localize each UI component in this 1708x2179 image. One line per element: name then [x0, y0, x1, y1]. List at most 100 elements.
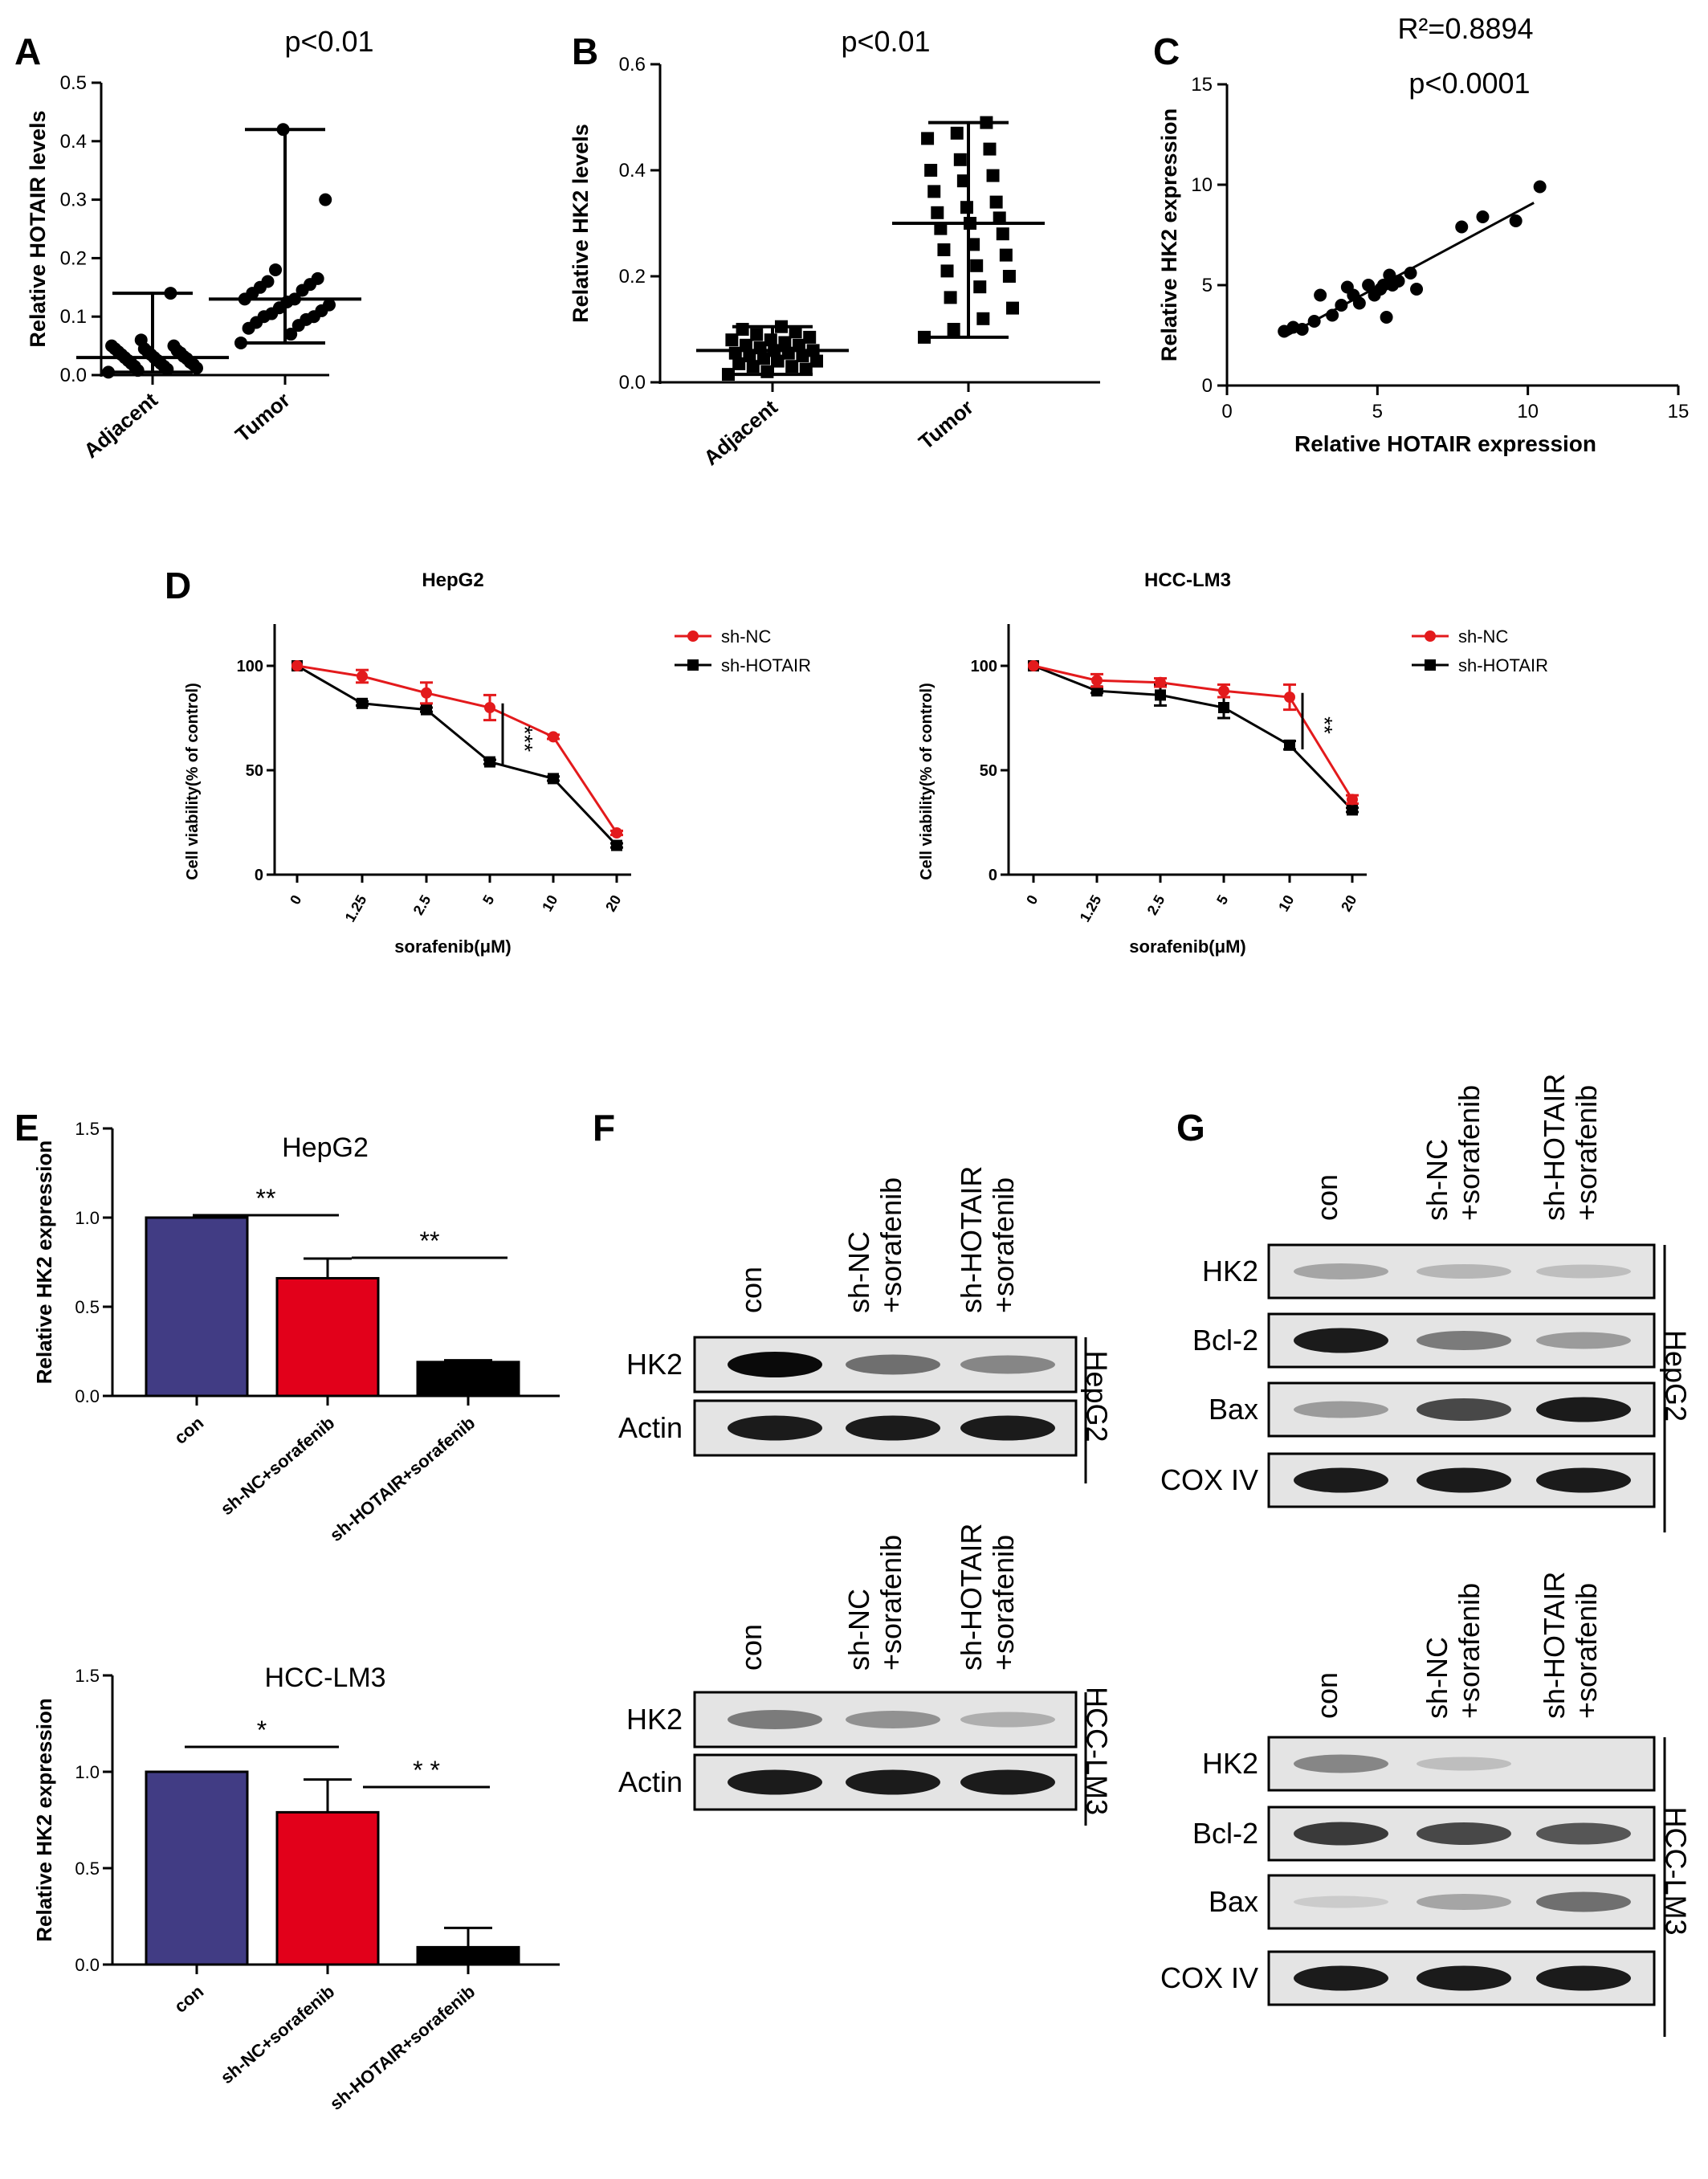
band — [1536, 1397, 1631, 1422]
significance-stars: ** — [420, 1226, 440, 1255]
data-point — [940, 264, 954, 278]
data-point — [167, 339, 181, 353]
chart-e-hcclm3-bars: 0.0 0.5 1.0 1.5 con sh-NC+sorafenibsh-HOTAIR+… — [32, 1663, 560, 2114]
data-point — [1314, 288, 1327, 302]
panel-label-g: G — [1176, 1107, 1205, 1149]
y-tick-label: 50 — [246, 762, 263, 780]
data-point — [927, 185, 941, 198]
series-line-sh-HOTAIR — [1033, 664, 1354, 811]
row-label: Bcl-2 — [1192, 1324, 1258, 1357]
y-tick-label: 0.2 — [619, 266, 646, 288]
column-header: sh-NC — [842, 1231, 875, 1313]
chart-title: p<0.01 — [284, 25, 373, 58]
data-point — [996, 227, 1009, 241]
chart-title: p<0.01 — [841, 25, 930, 58]
legend-marker — [1425, 659, 1436, 671]
y-tick-label: 1.0 — [75, 1762, 100, 1782]
legend-label: sh-NC — [1458, 626, 1508, 647]
column-header: +sorafenib — [1570, 1085, 1603, 1221]
y-tick-label: 0.6 — [619, 54, 646, 75]
column-header: +sorafenib — [1453, 1085, 1486, 1221]
x-tick-label: sh-NC+sorafenib — [217, 1413, 338, 1520]
band — [1417, 1757, 1511, 1771]
data-point-sh-nc — [357, 671, 368, 682]
data-point — [953, 153, 967, 166]
bar-2 — [275, 1276, 380, 1398]
column-header: +sorafenib — [1570, 1583, 1603, 1719]
band — [1536, 1264, 1631, 1279]
band — [1536, 1965, 1631, 1991]
regression-line — [1286, 202, 1535, 337]
y-tick-label: 0 — [989, 867, 997, 884]
row-label: Actin — [618, 1765, 683, 1798]
x-tick-label: 2.5 — [410, 892, 434, 918]
column-header: sh-HOTAIR — [1538, 1572, 1571, 1719]
data-point — [284, 328, 298, 341]
band — [1294, 1754, 1388, 1773]
legend-marker — [687, 630, 699, 642]
band — [1294, 1895, 1388, 1908]
bar-1 — [145, 1216, 249, 1398]
band — [846, 1711, 940, 1728]
western-blot-f: con sh-NC +sorafenib sh-HOTAIR +sorafenibHK2… — [618, 1166, 1114, 1826]
band — [728, 1710, 822, 1729]
data-point — [793, 338, 805, 352]
x-tick-label: 1.25 — [1077, 892, 1105, 924]
data-point-sh-hotair — [1091, 685, 1103, 697]
y-tick-label: 0.5 — [75, 1859, 100, 1879]
chart-title: HCC-LM3 — [264, 1663, 385, 1693]
band — [1536, 1332, 1631, 1349]
y-tick-label: 0.0 — [619, 372, 646, 394]
data-point — [921, 132, 935, 145]
data-point — [771, 354, 785, 368]
data-point — [1002, 270, 1016, 283]
band — [1294, 1822, 1388, 1846]
data-point — [973, 280, 987, 294]
row-label: Bax — [1209, 1885, 1258, 1918]
data-point — [1006, 301, 1019, 315]
x-tick-label: 0 — [1023, 892, 1041, 908]
significance-stars: ** — [256, 1184, 276, 1213]
panel-label-a: A — [14, 31, 41, 72]
data-point — [983, 142, 997, 156]
row-label: COX IV — [1160, 1961, 1258, 1994]
data-point — [269, 263, 283, 276]
y-tick-label: 100 — [971, 658, 997, 675]
data-point — [105, 339, 119, 353]
x-tick-label: sh-NC+sorafenib — [217, 1981, 338, 2088]
band — [960, 1712, 1055, 1728]
x-axis-label: sorafenib(μM) — [394, 936, 511, 957]
x-tick-label: 10 — [539, 892, 561, 914]
cell-line-label: HepG2 — [1660, 1330, 1693, 1422]
cell-line-label: HCC-LM3 — [1081, 1687, 1114, 1815]
data-point — [1362, 279, 1376, 292]
column-header: con — [735, 1624, 768, 1671]
western-blot-g: con sh-NC +sorafenib sh-HOTAIR +sorafenibHK2… — [1160, 1074, 1693, 2037]
y-tick-label: 1.5 — [75, 1119, 100, 1139]
band — [728, 1415, 822, 1441]
data-point — [803, 330, 817, 344]
column-header: con — [1311, 1174, 1343, 1221]
data-point-sh-hotair — [357, 697, 368, 709]
y-tick-label: 0.5 — [60, 72, 87, 94]
data-point — [796, 349, 809, 362]
x-tick-label: 10 — [1517, 401, 1539, 422]
significance-stars: * * — [413, 1756, 440, 1785]
row-label: Bax — [1209, 1393, 1258, 1426]
band — [728, 1352, 822, 1377]
data-point-sh-nc — [1347, 794, 1358, 806]
column-header: con — [735, 1267, 768, 1313]
column-header: +sorafenib — [874, 1535, 907, 1671]
bar-2 — [275, 1810, 380, 1966]
band — [1417, 1467, 1511, 1493]
panel-label-b: B — [572, 31, 598, 72]
data-point-sh-nc — [1155, 676, 1166, 688]
data-point — [750, 328, 764, 341]
data-point — [947, 323, 960, 336]
data-point — [725, 333, 739, 347]
x-tick-label: con — [170, 1413, 207, 1448]
data-point-sh-nc — [1284, 692, 1295, 703]
data-point — [311, 271, 324, 285]
data-point — [1410, 283, 1424, 296]
row-label: HK2 — [1202, 1255, 1258, 1287]
